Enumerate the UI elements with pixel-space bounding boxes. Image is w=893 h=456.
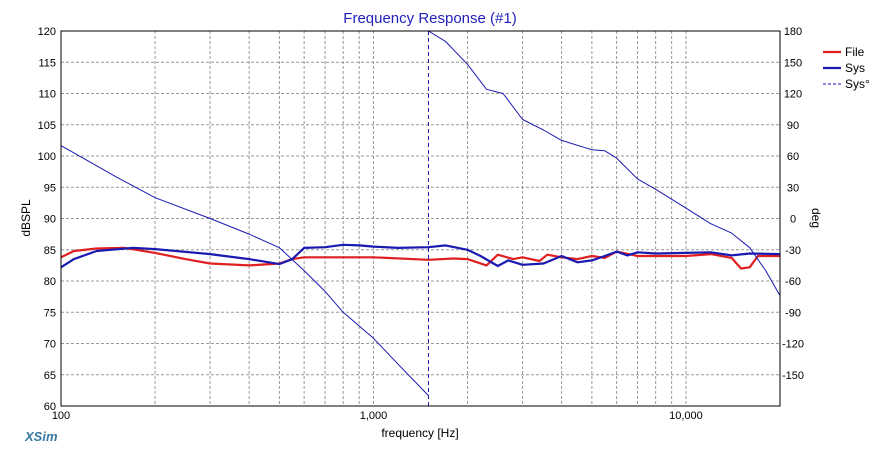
- y-right-axis-label: deg: [809, 208, 823, 228]
- y-right-tick-label: -150: [782, 370, 804, 382]
- y-left-tick-labels: 60 65 70 75 80 85 90 95 100 105 110 115 120: [38, 26, 56, 413]
- series-line-sys: [60, 243, 781, 269]
- y-right-tick-label: 0: [790, 214, 796, 226]
- y-right-tick-label: 60: [787, 151, 799, 163]
- y-left-tick-label: 75: [44, 307, 56, 319]
- x-tick-labels: 100 1,000 10,000: [52, 410, 703, 422]
- x-tick-label: 10,000: [669, 410, 703, 422]
- y-left-tick-label: 95: [44, 182, 56, 194]
- legend-label: Sys: [845, 61, 865, 75]
- y-right-tick-label: -30: [785, 245, 801, 257]
- y-left-tick-label: 120: [38, 26, 56, 38]
- xsim-logo: XSim: [24, 429, 58, 444]
- y-left-tick-label: 80: [44, 276, 56, 288]
- x-tick-label: 100: [52, 410, 70, 422]
- y-left-tick-label: 70: [44, 339, 56, 351]
- y-right-tick-label: 120: [784, 89, 802, 101]
- y-left-tick-label: 110: [38, 89, 56, 101]
- y-right-tick-label: 30: [787, 182, 799, 194]
- y-left-tick-label: 100: [38, 151, 56, 163]
- y-right-tick-label: -120: [782, 339, 804, 351]
- y-right-tick-label: 180: [784, 26, 802, 38]
- legend-label: Sys°: [845, 77, 870, 91]
- chart-title: Frequency Response (#1): [343, 10, 516, 27]
- series-line-sys-phase: [428, 30, 781, 296]
- x-tick-label: 1,000: [360, 410, 388, 422]
- series-layer: [60, 30, 781, 396]
- y-left-tick-label: 65: [44, 370, 56, 382]
- y-left-axis-label: dBSPL: [19, 199, 33, 237]
- legend: File Sys Sys°: [823, 45, 870, 91]
- y-left-tick-label: 105: [38, 120, 56, 132]
- legend-label: File: [845, 45, 865, 59]
- y-right-tick-labels: 180 150 120 90 60 30 0 -30 -60 -90 -120 -150: [782, 26, 804, 382]
- y-right-tick-label: -90: [785, 307, 801, 319]
- plot-area-border: [60, 30, 781, 407]
- y-left-tick-label: 60: [44, 401, 56, 413]
- y-left-tick-label: 90: [44, 214, 56, 226]
- grid: [61, 31, 780, 406]
- y-right-tick-label: -60: [785, 276, 801, 288]
- x-axis-label: frequency [Hz]: [381, 426, 458, 440]
- series-line-file: [60, 246, 780, 270]
- y-left-tick-label: 85: [44, 245, 56, 257]
- y-right-tick-label: 90: [787, 120, 799, 132]
- y-right-tick-label: 150: [784, 57, 802, 69]
- y-left-tick-label: 115: [38, 57, 56, 69]
- series-line-sys-phase: [60, 145, 429, 396]
